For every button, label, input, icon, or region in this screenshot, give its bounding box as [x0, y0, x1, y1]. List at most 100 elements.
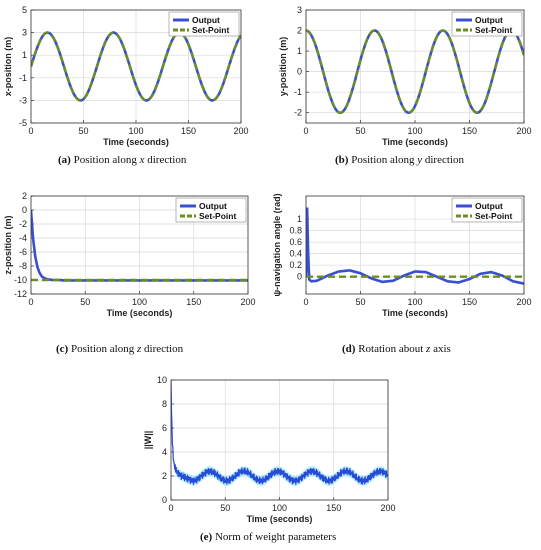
caption-d-text: Rotation about	[355, 343, 427, 355]
plot-frame	[305, 195, 525, 295]
y-axis-label: z-position (m)	[3, 216, 13, 275]
caption-d-letter: (d)	[342, 343, 356, 355]
x-tick-label: 0	[168, 503, 173, 513]
chart-panel-2: 0 50 100 150 200 -2 -1 0 1 2 3 Time (seconds) y-posi…	[278, 5, 532, 147]
y-tick-label: -6	[19, 247, 27, 257]
y-tick-label: -2	[294, 108, 302, 118]
y-tick-label: 8	[162, 399, 167, 409]
y-tick-label: 2	[297, 26, 302, 36]
y-tick-label: 0	[297, 67, 302, 77]
chart-panel-4: 0 50 100 150 200 0 0.20.4 0.60.8 1 Time (seconds)…	[272, 193, 532, 318]
y-axis-label: y-position (m)	[278, 37, 288, 97]
x-axis-label: Time (seconds)	[247, 514, 313, 524]
legend-entry: Output	[199, 201, 227, 211]
x-axis-label: Time (seconds)	[107, 308, 173, 318]
x-tick-label: 0	[28, 297, 33, 307]
y-tick-label: 0.4	[289, 249, 302, 259]
y-tick-label: 0.2	[289, 260, 302, 270]
plot-frame	[305, 9, 525, 124]
chart-panel-3: 0 50 100 150 200 -12 -10 -8 -6 -4 -2 0 2 Time (second…	[3, 191, 256, 318]
caption-a: (a) Position along x direction	[58, 154, 186, 166]
legend-box	[451, 11, 523, 37]
legend-entry: Set-Point	[475, 25, 512, 35]
caption-b-rest: direction	[422, 154, 464, 166]
plot-series-group	[306, 29, 524, 114]
plot-frame	[30, 9, 242, 124]
y-tick-label: -5	[19, 118, 27, 128]
y-tick-label: -12	[14, 289, 27, 299]
plot-frame	[30, 195, 249, 295]
plot-series-group	[31, 31, 241, 102]
x-tick-label: 50	[220, 503, 230, 513]
x-tick-label: 100	[407, 126, 422, 136]
x-tick-label: 200	[380, 503, 395, 513]
x-tick-label: 150	[326, 503, 341, 513]
y-tick-label: 1	[297, 214, 302, 224]
y-tick-label: 0	[162, 495, 167, 505]
x-tick-label: 150	[462, 297, 477, 307]
y-tick-label: -3	[19, 95, 27, 105]
y-tick-label: 3	[22, 28, 27, 38]
y-tick-label: -1	[294, 87, 302, 97]
y-tick-label: -8	[19, 261, 27, 271]
series-line-setpoint	[31, 31, 241, 102]
y-tick-label: 10	[157, 375, 167, 385]
legend-entry: Set-Point	[199, 211, 236, 221]
x-axis-label: Time (seconds)	[382, 137, 448, 147]
plot-series-group	[171, 380, 388, 486]
caption-c-rest: direction	[141, 343, 184, 355]
y-tick-label: 6	[162, 423, 167, 433]
y-axis-label: ||W||	[143, 431, 153, 450]
x-tick-label: 150	[186, 297, 201, 307]
x-tick-label: 100	[128, 126, 143, 136]
y-tick-label: 2	[162, 471, 167, 481]
legend-box	[168, 11, 240, 37]
x-tick-label: 0	[303, 297, 308, 307]
chart-panel-1: 0 50 100 150 200 -5 -3 -1 1 3 5 Time (seconds) x-pos…	[3, 5, 249, 147]
caption-d: (d) Rotation about z axis	[342, 343, 451, 355]
series-line-output	[306, 207, 524, 285]
x-tick-label: 100	[132, 297, 147, 307]
y-axis-label: ψ-navigation angle (rad)	[272, 193, 282, 296]
caption-d-rest: axis	[430, 343, 451, 355]
x-tick-label: 100	[407, 297, 422, 307]
y-tick-label: 2	[22, 191, 27, 201]
legend-entry: Output	[475, 201, 503, 211]
caption-b: (b) Position along y direction	[335, 154, 464, 166]
series-line-weights	[171, 380, 388, 486]
caption-a-letter: (a)	[58, 154, 71, 166]
caption-e-letter: (e)	[200, 531, 213, 543]
legend-entry: Set-Point	[475, 211, 512, 221]
caption-e: (e) Norm of weight parameters	[200, 531, 336, 543]
y-tick-label: 1	[297, 46, 302, 56]
x-tick-label: 150	[181, 126, 196, 136]
x-tick-label: 200	[516, 297, 531, 307]
x-tick-label: 50	[355, 297, 365, 307]
legend-entry: Output	[475, 15, 503, 25]
y-tick-label: 0.6	[289, 237, 302, 247]
caption-b-var: y	[417, 154, 423, 166]
caption-a-var: x	[139, 154, 145, 166]
legend-entry: Set-Point	[192, 25, 229, 35]
caption-d-var: z	[426, 343, 431, 355]
chart-panel-5: 0 50 100 150 200 0 2 4 6 8 10 Time (seconds) ||W||	[143, 375, 396, 524]
x-tick-label: 200	[516, 126, 531, 136]
caption-e-text: Norm of weight parameters	[212, 531, 337, 543]
caption-b-text: Position along	[348, 154, 418, 166]
y-tick-label: 3	[297, 5, 302, 15]
y-tick-label: 1	[22, 50, 27, 60]
legend-box	[175, 197, 247, 223]
y-tick-label: -10	[14, 275, 27, 285]
x-tick-label: 50	[355, 126, 365, 136]
x-tick-label: 200	[233, 126, 248, 136]
y-tick-label: 0	[297, 272, 302, 282]
y-tick-label: -2	[19, 219, 27, 229]
legend-box	[451, 197, 523, 223]
weights-band	[171, 380, 388, 486]
x-tick-label: 150	[462, 126, 477, 136]
plot-series-group	[31, 209, 248, 282]
caption-c-letter: (c)	[56, 343, 69, 355]
